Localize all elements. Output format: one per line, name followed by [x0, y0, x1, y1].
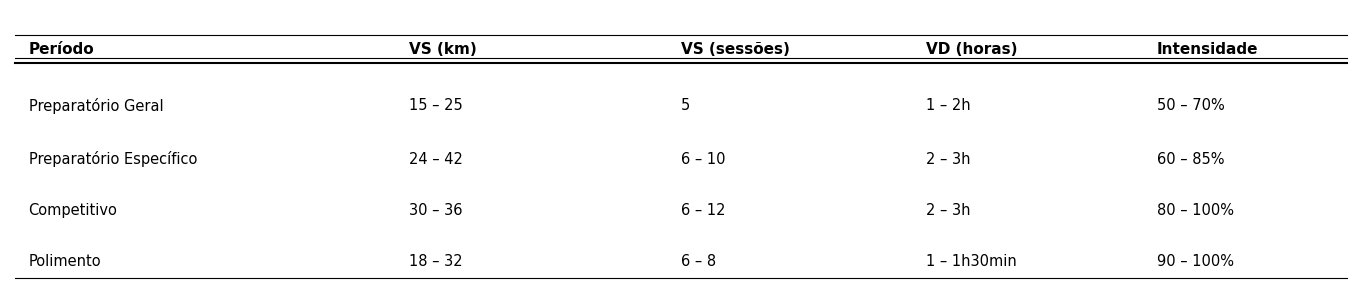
- Text: 6 – 8: 6 – 8: [681, 254, 716, 268]
- Text: 80 – 100%: 80 – 100%: [1156, 203, 1234, 218]
- Text: Intensidade: Intensidade: [1156, 42, 1258, 57]
- Text: VD (horas): VD (horas): [926, 42, 1017, 57]
- Text: 6 – 12: 6 – 12: [681, 203, 726, 218]
- Text: 15 – 25: 15 – 25: [409, 98, 463, 113]
- Text: 90 – 100%: 90 – 100%: [1156, 254, 1234, 268]
- Text: 2 – 3h: 2 – 3h: [926, 203, 970, 218]
- Text: 6 – 10: 6 – 10: [681, 152, 726, 167]
- Text: 30 – 36: 30 – 36: [409, 203, 463, 218]
- Text: 1 – 2h: 1 – 2h: [926, 98, 970, 113]
- Text: VS (km): VS (km): [409, 42, 477, 57]
- Text: 18 – 32: 18 – 32: [409, 254, 463, 268]
- Text: 1 – 1h30min: 1 – 1h30min: [926, 254, 1016, 268]
- Text: 24 – 42: 24 – 42: [409, 152, 463, 167]
- Text: 60 – 85%: 60 – 85%: [1156, 152, 1224, 167]
- Text: Preparatório Geral: Preparatório Geral: [29, 98, 163, 114]
- Text: 5: 5: [681, 98, 691, 113]
- Text: Polimento: Polimento: [29, 254, 101, 268]
- Text: 2 – 3h: 2 – 3h: [926, 152, 970, 167]
- Text: Preparatório Específico: Preparatório Específico: [29, 151, 197, 167]
- Text: Competitivo: Competitivo: [29, 203, 117, 218]
- Text: VS (sessões): VS (sessões): [681, 42, 790, 57]
- Text: 50 – 70%: 50 – 70%: [1156, 98, 1224, 113]
- Text: Período: Período: [29, 42, 94, 57]
